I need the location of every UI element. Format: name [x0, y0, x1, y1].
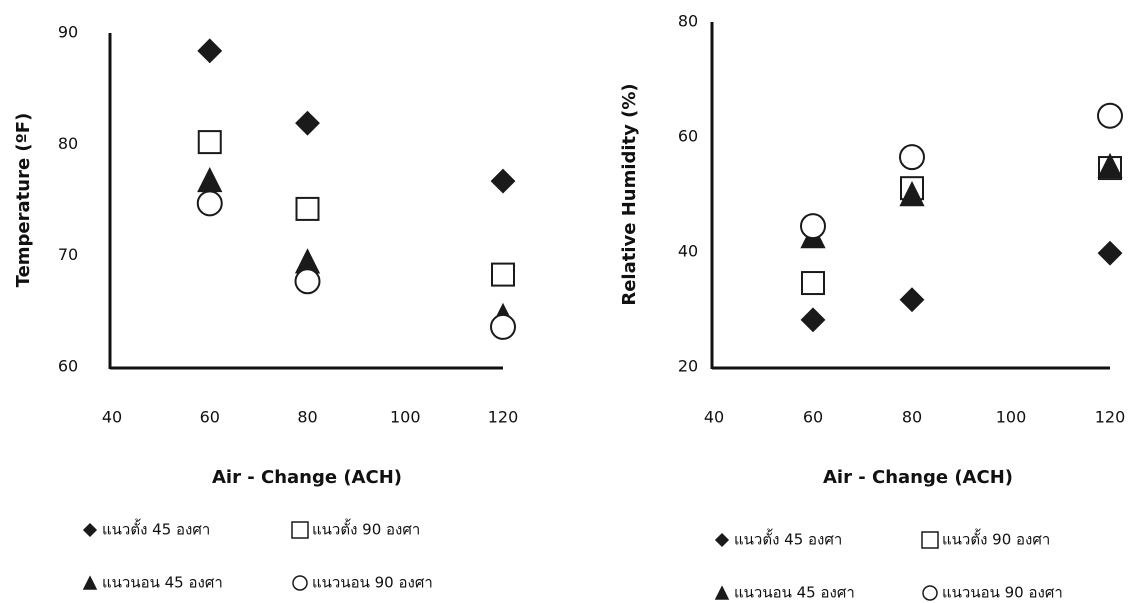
legend-label: แนวนอน 45 องศา: [102, 574, 223, 592]
y-axis-title: Relative Humidity (%): [619, 83, 640, 305]
data-point: [1097, 152, 1123, 179]
data-point: [800, 213, 826, 240]
y-tick-label: 60: [58, 357, 78, 376]
data-point: [294, 268, 321, 295]
y-tick-label: 90: [58, 23, 78, 42]
y-tick-label: 60: [678, 127, 698, 146]
x-tick-label: 120: [488, 408, 519, 427]
data-point: [196, 190, 223, 217]
x-tick-label: 80: [297, 408, 317, 427]
data-point: [899, 144, 925, 171]
data-point: [899, 180, 925, 207]
y-tick-label: 70: [58, 245, 78, 264]
data-point: [899, 287, 925, 313]
legend-symbol: [921, 531, 939, 549]
x-tick-label: 60: [803, 408, 823, 427]
x-tick-label: 120: [1095, 408, 1126, 427]
x-axis-title: Air - Change (ACH): [212, 467, 402, 488]
data-point: [1097, 102, 1123, 129]
data-point: [197, 38, 223, 64]
data-point: [490, 168, 516, 194]
x-tick-label: 60: [200, 408, 220, 427]
legend-label: แนวตั้ง 45 องศา: [734, 529, 842, 549]
data-point: [800, 307, 826, 333]
data-point: [491, 262, 515, 287]
data-point: [490, 313, 516, 340]
y-tick-label: 40: [678, 242, 698, 261]
data-point: [801, 271, 825, 296]
legend-label: แนวตั้ง 90 องศา: [942, 529, 1050, 549]
data-point: [295, 110, 320, 136]
x-tick-label: 100: [390, 408, 421, 427]
x-tick-label: 80: [902, 408, 922, 427]
legend-symbol: [714, 532, 730, 548]
data-point: [1097, 240, 1123, 266]
legend-label: แนวนอน 90 องศา: [942, 584, 1063, 602]
legend-symbol: [922, 585, 938, 601]
legend-label: แนวตั้ง 90 องศา: [312, 519, 420, 539]
legend-symbol: [82, 575, 98, 590]
y-tick-label: 80: [678, 12, 698, 31]
data-point: [197, 166, 223, 193]
y-tick-label: 20: [678, 357, 698, 376]
legend-label: แนวตั้ง 45 องศา: [102, 519, 210, 539]
data-point: [197, 130, 222, 155]
legend-symbol: [291, 521, 309, 539]
legend-symbol: [82, 522, 98, 538]
x-axis-title: Air - Change (ACH): [823, 467, 1013, 488]
y-tick-label: 80: [58, 134, 78, 153]
data-point: [295, 196, 320, 221]
x-tick-label: 40: [102, 408, 122, 427]
x-tick-label: 40: [704, 408, 724, 427]
legend-symbol: [292, 575, 308, 591]
y-axis-title: Temperature (ºF): [13, 113, 34, 288]
legend-label: แนวนอน 45 องศา: [734, 584, 855, 602]
x-tick-label: 100: [996, 408, 1027, 427]
legend-label: แนวนอน 90 องศา: [312, 574, 433, 592]
legend-symbol: [714, 585, 730, 600]
